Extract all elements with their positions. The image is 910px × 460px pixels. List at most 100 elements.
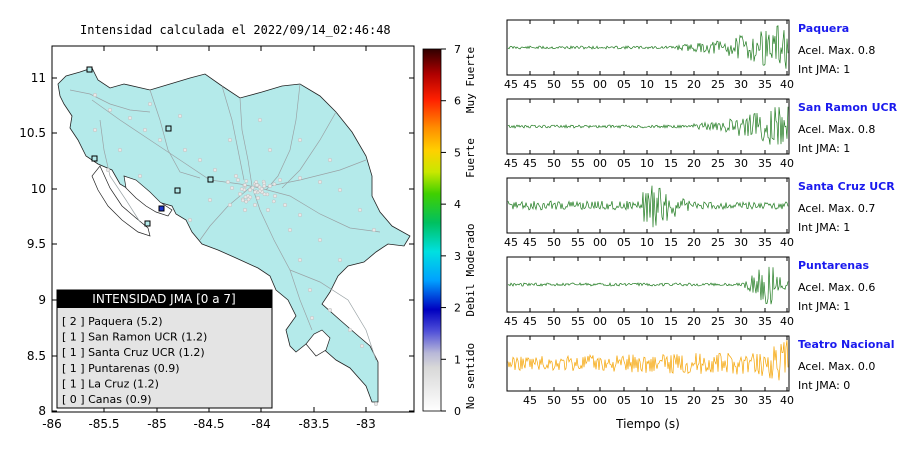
station-canas[interactable]: [165, 125, 172, 132]
town-dot: [92, 92, 98, 98]
time-tick-label: 10: [640, 236, 654, 249]
town-dot: [227, 137, 233, 143]
legend-box: [56, 289, 273, 409]
map-x-tick-label: -84.5: [193, 417, 224, 431]
map-y-tick-label: 11: [31, 71, 46, 85]
time-tick-label: 20: [687, 315, 701, 328]
acel-max: Acel. Max. 0.8: [798, 44, 875, 57]
station-name: Puntarenas: [798, 259, 870, 272]
time-tick-label: 20: [687, 157, 701, 170]
town-dot: [127, 115, 133, 121]
time-tick-label: 50: [547, 315, 561, 328]
station-santa-cruz[interactable]: [91, 155, 98, 162]
town-dot: [373, 401, 379, 407]
town-dot: [357, 207, 363, 213]
time-tick-label: 30: [734, 236, 748, 249]
acel-max: Acel. Max. 0.0: [798, 360, 875, 373]
town-dot: [337, 187, 343, 193]
time-tick-label: 15: [664, 315, 678, 328]
town-dot: [259, 186, 264, 191]
town-dot: [297, 212, 303, 218]
time-tick-label: 35: [758, 315, 772, 328]
time-tick-label: 45: [523, 157, 537, 170]
colorbar-tick-label: 3: [454, 250, 461, 263]
seismogram-panel: 45 50 55 00 05 10 15 20 25 30 35 40 45 Paquera Acel. M…: [504, 19, 875, 91]
map-x-tick-label: -83.5: [298, 417, 329, 431]
station-name: Teatro Nacional: [798, 338, 895, 351]
time-tick-label: 20: [687, 236, 701, 249]
colorbar-tick-label: 4: [454, 198, 461, 211]
waveform-line: [507, 185, 789, 228]
time-tick-label: 05: [617, 157, 631, 170]
time-tick-label: 15: [664, 394, 678, 407]
time-tick-label: 00: [593, 78, 607, 91]
int-jma: Int JMA: 1: [798, 221, 850, 234]
time-tick-label: 55: [571, 315, 585, 328]
time-tick-label: 30: [734, 315, 748, 328]
station-san-ramon[interactable]: [207, 176, 214, 183]
town-dot: [107, 107, 113, 113]
town-dot: [92, 127, 98, 133]
panel-frame: [506, 177, 790, 234]
waveform-line: [507, 266, 789, 305]
town-dot: [177, 113, 183, 119]
town-dot: [327, 157, 333, 163]
colorbar-label: Fuerte: [464, 138, 477, 178]
time-tick-label: 50: [547, 236, 561, 249]
time-tick-label: 40: [780, 315, 794, 328]
town-dot: [371, 227, 377, 233]
time-tick-label: 35: [758, 394, 772, 407]
nicoya-coast: [91, 165, 151, 237]
town-dot: [207, 197, 213, 203]
legend-item: [ 1 ] La Cruz (1.2): [62, 377, 159, 390]
time-tick-label: 10: [640, 394, 654, 407]
map-title: Intensidad calculada el 2022/09/14_02:46…: [80, 23, 391, 37]
town-dot: [252, 202, 258, 208]
town-dot: [227, 202, 233, 208]
colorbar-label: Muy Fuerte: [464, 47, 477, 113]
town-dot: [250, 185, 255, 190]
colorbar-tick-label: 1: [454, 353, 461, 366]
time-tick-label: 05: [617, 78, 631, 91]
legend-item: [ 0 ] Canas (0.9): [62, 393, 152, 406]
time-tick-label: 45: [523, 236, 537, 249]
map-x-axis: -86 -85.5 -85 -84.5 -84 -83.5 -83: [42, 46, 376, 431]
legend-items: [ 2 ] Paquera (5.2) [ 1 ] San Ramon UCR (…: [62, 315, 207, 406]
town-dot: [307, 287, 313, 293]
town-dot: [244, 179, 249, 183]
station-paquera[interactable]: [158, 205, 165, 212]
station-name: Santa Cruz UCR: [798, 180, 895, 193]
station-puntarenas[interactable]: [174, 187, 181, 194]
town-dot: [247, 187, 253, 193]
station-la-cruz[interactable]: [86, 66, 93, 73]
station-cobano[interactable]: [144, 220, 151, 227]
town-dot: [297, 137, 303, 143]
town-dot: [243, 195, 248, 199]
time-tick-label: 40: [780, 78, 794, 91]
time-tick-label: 50: [547, 78, 561, 91]
waveform-line: [507, 339, 789, 381]
town-dot: [239, 187, 244, 191]
time-tick-label: 30: [734, 394, 748, 407]
town-dot: [244, 199, 248, 204]
station-name: Paquera: [798, 22, 849, 35]
colorbar-label: Debil: [464, 283, 477, 316]
time-tick-label: 45: [504, 78, 518, 91]
map-y-tick-label: 10: [31, 182, 46, 196]
town-dot: [262, 184, 267, 189]
int-jma: Int JMA: 1: [798, 300, 850, 313]
town-dot: [182, 147, 188, 153]
town-dot: [317, 237, 323, 243]
town-dot: [242, 207, 248, 213]
town-dot: [235, 177, 241, 183]
map-x-tick-label: -85.5: [88, 417, 119, 431]
time-tick-label: 10: [640, 315, 654, 328]
panel-frame: [506, 19, 790, 76]
time-tick-label: 05: [617, 236, 631, 249]
time-tick-label: 15: [664, 157, 678, 170]
time-tick-label: 20: [687, 394, 701, 407]
time-tick-label: 45: [523, 394, 537, 407]
time-tick-label: 25: [711, 78, 725, 91]
time-tick-label: 05: [617, 315, 631, 328]
